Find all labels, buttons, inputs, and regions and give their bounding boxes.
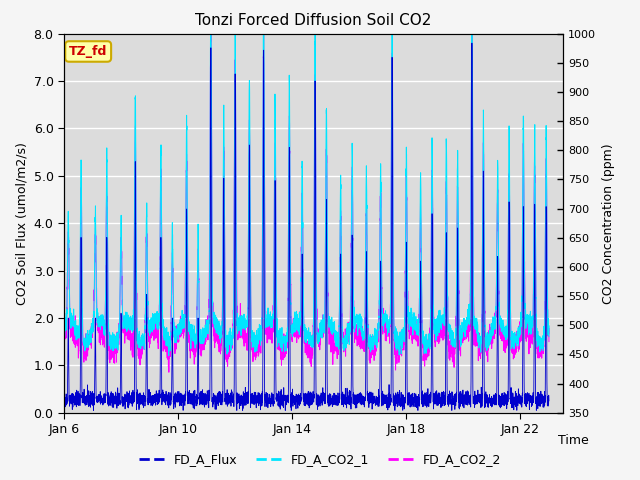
Y-axis label: CO2 Soil Flux (umol/m2/s): CO2 Soil Flux (umol/m2/s): [15, 142, 28, 305]
Legend: FD_A_Flux, FD_A_CO2_1, FD_A_CO2_2: FD_A_Flux, FD_A_CO2_1, FD_A_CO2_2: [134, 448, 506, 471]
Y-axis label: CO2 Concentration (ppm): CO2 Concentration (ppm): [602, 143, 614, 303]
Title: Tonzi Forced Diffusion Soil CO2: Tonzi Forced Diffusion Soil CO2: [195, 13, 432, 28]
X-axis label: Time: Time: [558, 433, 589, 447]
Text: TZ_fd: TZ_fd: [69, 45, 108, 58]
